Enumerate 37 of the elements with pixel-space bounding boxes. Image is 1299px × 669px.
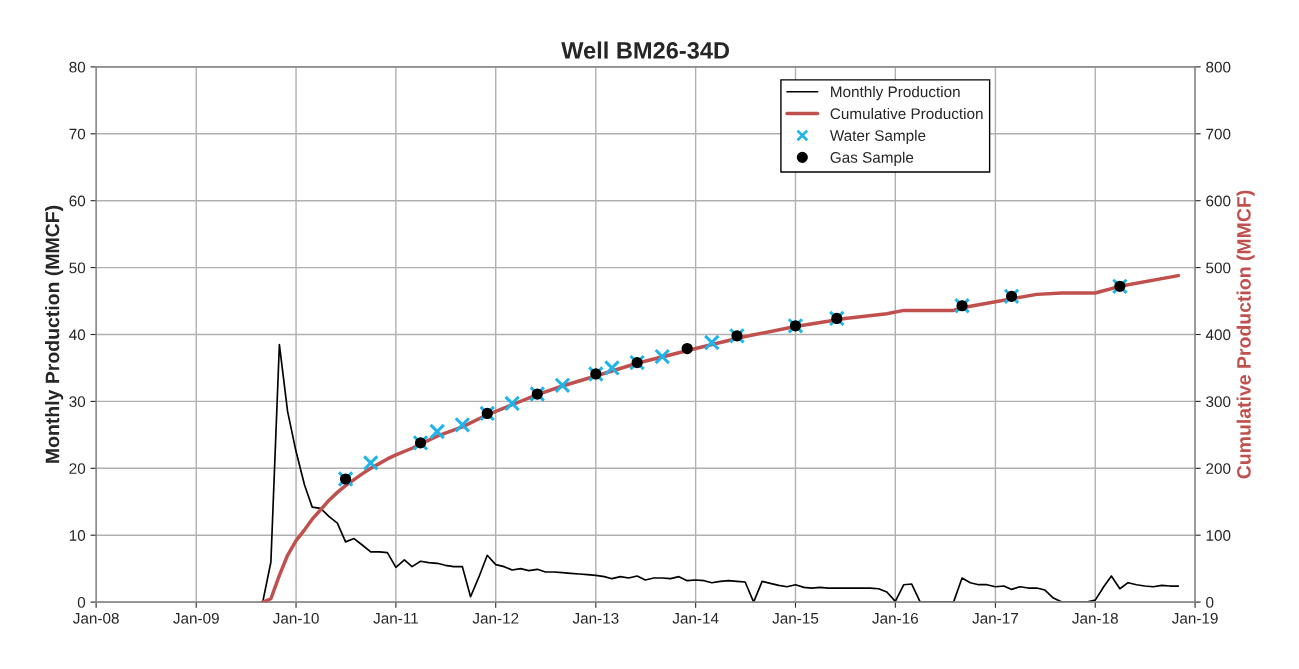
- y-tick-label: 60: [69, 195, 86, 207]
- y2-tick-label: 600: [1206, 195, 1231, 207]
- x-tick-label: Jan-12: [472, 612, 519, 624]
- x-tick-label: Jan-19: [1171, 612, 1218, 624]
- chart-title: Well BM26-34D: [561, 41, 730, 59]
- x-tick-label: Jan-18: [1072, 612, 1118, 624]
- x-tick-label: Jan-10: [272, 612, 319, 624]
- y2-tick-label: 700: [1206, 128, 1231, 140]
- legend-label: Monthly Production: [831, 86, 960, 101]
- y2-tick-label: 100: [1206, 530, 1231, 541]
- x-tick-label: Jan-14: [672, 613, 719, 624]
- y-tick-label: 70: [69, 128, 86, 140]
- x-tick-label: Jan-13: [572, 612, 619, 624]
- y-tick-label: 0: [77, 596, 86, 608]
- x-tick-label: Jan-08: [73, 612, 119, 624]
- y2-tick-label: 400: [1205, 329, 1231, 341]
- x-tick-label: Jan-09: [173, 612, 219, 624]
- y-tick-label: 80: [69, 61, 86, 73]
- y-tick-label: 50: [69, 262, 86, 274]
- x-tick-label: Jan-17: [972, 613, 1019, 624]
- y2-tick-label: 200: [1206, 463, 1231, 474]
- y2-tick-label: 800: [1206, 61, 1231, 73]
- y-tick-label: 20: [69, 463, 86, 474]
- y2-tick-label: 500: [1206, 262, 1231, 274]
- y-tick-label: 40: [69, 329, 86, 341]
- y2-tick-label: 300: [1206, 396, 1231, 408]
- x-tick-label: Jan-11: [373, 613, 418, 624]
- y-tick-label: 30: [69, 396, 86, 408]
- x-tick-label: Jan-16: [872, 612, 918, 624]
- legend-label: Water Sample: [829, 129, 926, 145]
- legend-label: Gas Sample: [830, 151, 914, 166]
- legend-label: Cumulative Production: [830, 107, 983, 120]
- y2-tick-label: 0: [1206, 596, 1214, 608]
- y-tick-label: 10: [69, 530, 86, 541]
- y2-axis-title: Cumulative Production (MMCF): [1236, 190, 1255, 479]
- y-axis-title: Monthly Production (MMCF): [45, 205, 64, 463]
- x-tick-label: Jan-15: [772, 613, 819, 624]
